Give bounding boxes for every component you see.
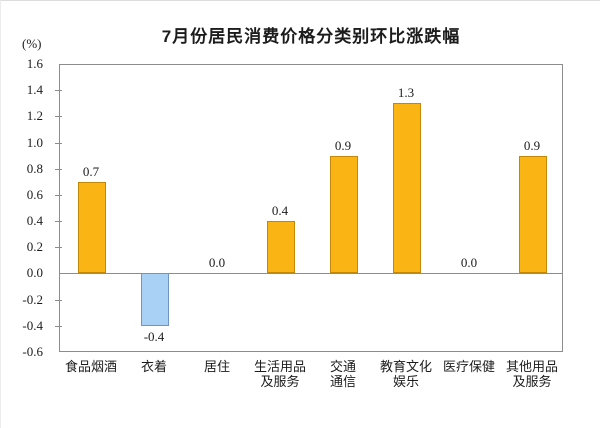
y-tick-label: 1.0	[26, 135, 43, 150]
y-tick-label: 1.6	[26, 56, 43, 71]
y-tick-label: 0.2	[26, 239, 43, 254]
y-tick-label: 0.0	[26, 265, 43, 280]
y-tick-label: 1.4	[26, 82, 43, 97]
zero-line	[60, 273, 562, 274]
bar-value-label: 1.3	[397, 85, 415, 100]
y-tick-mark	[55, 247, 62, 248]
bar-value-label: 0.9	[523, 138, 541, 153]
bar-value-label: -0.4	[143, 329, 165, 344]
x-category-label: 生活用品 及服务	[253, 359, 306, 389]
plot-area	[59, 64, 563, 352]
bar-positive	[393, 103, 421, 273]
y-tick-mark	[55, 326, 62, 327]
x-category-label: 交通 通信	[329, 359, 356, 389]
x-category-label: 其他用品 及服务	[505, 359, 558, 389]
x-category-label: 居住	[203, 359, 230, 374]
bar-value-label: 0.4	[271, 203, 289, 218]
y-tick-label: -0.6	[22, 344, 43, 359]
y-tick-label: -0.2	[22, 292, 43, 307]
y-tick-mark	[55, 116, 62, 117]
bar-positive	[78, 182, 106, 273]
y-tick-mark	[55, 143, 62, 144]
y-tick-mark	[55, 195, 62, 196]
y-tick-label: 1.2	[26, 108, 43, 123]
x-category-label: 食品烟酒	[64, 359, 117, 374]
bar-positive	[330, 156, 358, 273]
y-tick-mark	[55, 169, 62, 170]
bar-negative	[141, 273, 169, 326]
x-category-label: 教育文化 娱乐	[379, 359, 432, 389]
y-tick-label: -0.4	[22, 318, 43, 333]
y-tick-mark	[55, 300, 62, 301]
bar-value-label: 0.7	[82, 164, 100, 179]
chart-title: 7月份居民消费价格分类别环比涨跌幅	[161, 27, 461, 46]
y-tick-label: 0.4	[26, 213, 43, 228]
bar-positive	[267, 221, 295, 273]
bar-value-label: 0.9	[334, 138, 352, 153]
y-tick-mark	[55, 90, 62, 91]
bar-positive	[519, 156, 547, 273]
bar-value-label: 0.0	[460, 255, 478, 270]
y-tick-mark	[55, 221, 62, 222]
bar-value-label: 0.0	[208, 255, 226, 270]
y-axis-unit-label: (%)	[22, 36, 42, 51]
x-category-label: 衣着	[140, 359, 167, 374]
x-category-label: 医疗保健	[442, 359, 495, 374]
y-tick-label: 0.6	[26, 187, 43, 202]
y-tick-label: 0.8	[26, 161, 43, 176]
